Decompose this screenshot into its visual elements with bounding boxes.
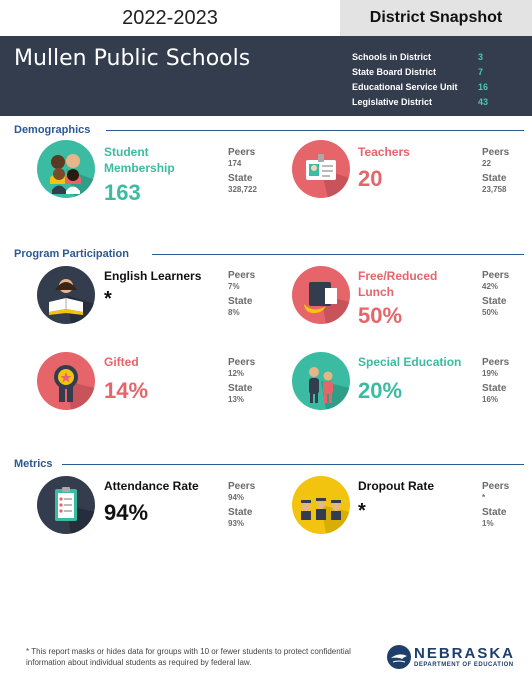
info-value: 7 [478, 67, 484, 77]
peers-value: 42% [482, 282, 499, 291]
state-label: State [482, 296, 507, 307]
footnote: * This report masks or hides data for gr… [26, 647, 351, 667]
label-line: Student [104, 145, 149, 159]
peers-value: * [482, 493, 486, 502]
school-year: 2022-2023 [122, 7, 218, 29]
label-line: Membership [104, 161, 175, 175]
info-schools-in-district: Schools in District 3 [352, 52, 522, 68]
nebraska-wordmark: NEBRASKA [414, 645, 516, 662]
peers-label: Peers [228, 270, 256, 281]
state-value: 23,758 [482, 185, 507, 194]
info-value: 3 [478, 52, 484, 62]
section-divider [62, 464, 524, 465]
people-icon [292, 352, 350, 410]
peers-value: 19% [482, 369, 499, 378]
district-header [0, 36, 532, 116]
section-title-demographics: Demographics [14, 124, 91, 136]
peers-label: Peers [228, 147, 256, 158]
student-membership-label: Student Membership [104, 144, 175, 176]
info-value: 16 [478, 82, 489, 92]
teachers-value: 20 [358, 166, 383, 191]
nebraska-logo-icon [386, 644, 412, 675]
gifted-value: 14% [104, 378, 149, 403]
teachers-label: Teachers [358, 145, 410, 159]
state-label: State [482, 383, 507, 394]
special-education-label: Special Education [358, 355, 462, 369]
info-label: Schools in District [352, 52, 432, 62]
district-name: Mullen Public Schools [14, 46, 251, 71]
english-learners-value: * [104, 288, 112, 310]
state-label: State [482, 173, 507, 184]
state-label: State [228, 296, 253, 307]
state-value: 328,722 [228, 185, 257, 194]
info-label: Legislative District [352, 97, 433, 107]
snapshot-label: District Snapshot [340, 0, 532, 36]
state-label: State [228, 173, 253, 184]
section-title-metrics: Metrics [14, 458, 53, 470]
state-value: 16% [482, 395, 499, 404]
graduates-icon [292, 476, 350, 534]
state-label: State [228, 507, 253, 518]
section-title-program-participation: Program Participation [14, 248, 129, 260]
state-value: 93% [228, 519, 245, 528]
free-reduced-lunch-label: Free/Reduced Lunch [358, 268, 437, 300]
label-line: Lunch [358, 285, 394, 299]
department-of-education-text: DEPARTMENT OF EDUCATION [414, 662, 514, 668]
peers-label: Peers [482, 270, 510, 281]
peers-label: Peers [228, 481, 256, 492]
dropout-rate-value: * [358, 500, 366, 522]
peers-value: 22 [482, 159, 491, 168]
peers-label: Peers [228, 357, 256, 368]
peers-label: Peers [482, 481, 510, 492]
dropout-rate-label: Dropout Rate [358, 479, 434, 493]
special-education-value: 20% [358, 378, 403, 403]
peers-value: 174 [228, 159, 242, 168]
id-badge-icon [292, 140, 350, 198]
lunch-icon [292, 266, 350, 324]
info-educational-service-unit: Educational Service Unit 16 [352, 82, 522, 98]
attendance-rate-label: Attendance Rate [104, 479, 199, 493]
state-label: State [482, 507, 507, 518]
label-line: Free/Reduced [358, 269, 438, 283]
reader-book-icon [37, 266, 95, 324]
section-divider [106, 130, 524, 131]
student-membership-value: 163 [104, 180, 141, 205]
info-legislative-district: Legislative District 43 [352, 97, 522, 113]
state-value: 8% [228, 308, 240, 317]
state-value: 50% [482, 308, 499, 317]
clipboard-checklist-icon [37, 476, 95, 534]
info-value: 43 [478, 97, 489, 107]
state-value: 1% [482, 519, 494, 528]
state-value: 13% [228, 395, 245, 404]
peers-value: 12% [228, 369, 245, 378]
info-state-board-district: State Board District 7 [352, 67, 522, 83]
gifted-label: Gifted [104, 355, 139, 369]
peers-label: Peers [482, 147, 510, 158]
peers-label: Peers [482, 357, 510, 368]
english-learners-label: English Learners [104, 269, 202, 283]
peers-value: 94% [228, 493, 245, 502]
students-icon [37, 140, 95, 198]
info-label: Educational Service Unit [352, 82, 458, 92]
info-label: State Board District [352, 67, 437, 77]
peers-value: 7% [228, 282, 240, 291]
award-ribbon-icon [37, 352, 95, 410]
attendance-rate-value: 94% [104, 500, 149, 525]
section-divider [152, 254, 524, 255]
state-label: State [228, 383, 253, 394]
free-reduced-lunch-value: 50% [358, 303, 403, 328]
